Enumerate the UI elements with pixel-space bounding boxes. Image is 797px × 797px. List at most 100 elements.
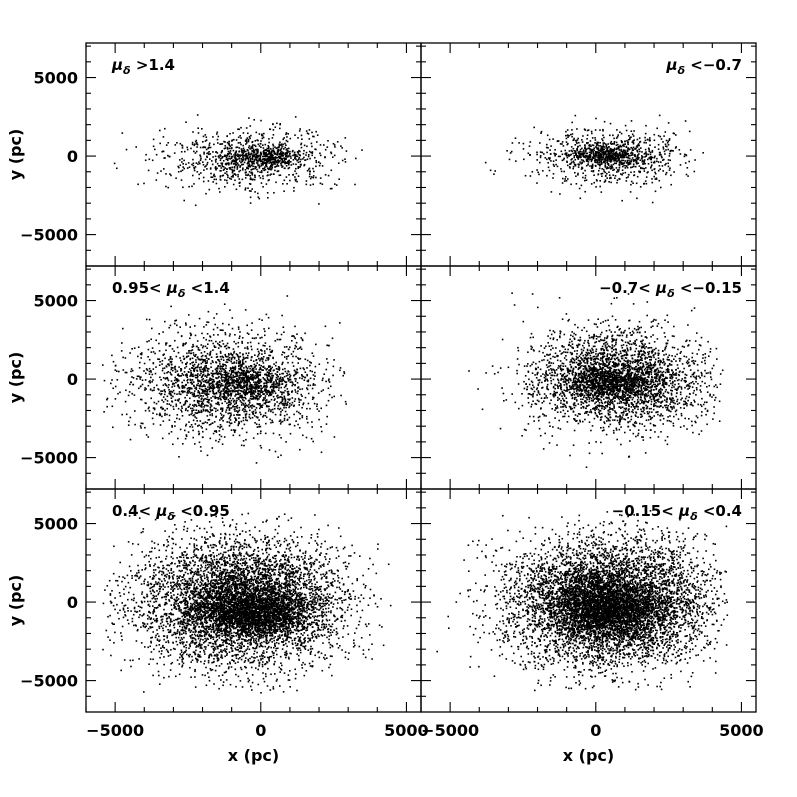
data-point <box>248 171 251 173</box>
data-point <box>200 366 202 368</box>
data-point <box>597 151 600 154</box>
data-point <box>240 154 243 156</box>
data-point <box>624 150 627 153</box>
data-point <box>281 353 283 356</box>
data-point <box>579 148 582 151</box>
data-point <box>546 143 548 146</box>
data-point <box>645 142 647 144</box>
data-point <box>196 420 198 422</box>
data-point <box>506 150 508 152</box>
data-point <box>238 154 240 157</box>
data-point <box>162 150 165 153</box>
data-point <box>335 184 338 186</box>
data-point <box>189 375 191 377</box>
data-point <box>207 343 209 345</box>
data-point <box>584 156 587 159</box>
data-point <box>203 384 205 386</box>
data-point <box>242 132 245 134</box>
data-point <box>658 179 661 182</box>
data-point <box>267 357 270 360</box>
data-point <box>181 157 183 160</box>
data-point <box>263 384 266 387</box>
data-point <box>612 157 615 160</box>
data-point <box>206 347 208 349</box>
data-point <box>664 164 666 166</box>
data-point <box>659 168 661 170</box>
data-point <box>238 147 241 149</box>
data-point <box>603 142 605 144</box>
data-point <box>243 155 245 157</box>
data-point <box>562 145 565 147</box>
data-point <box>248 145 251 147</box>
data-point <box>651 181 654 184</box>
data-point <box>207 373 209 375</box>
data-point <box>260 385 262 387</box>
data-point <box>258 423 261 426</box>
data-point <box>615 167 618 169</box>
data-point <box>318 418 320 421</box>
data-point <box>631 152 634 155</box>
data-point <box>264 153 266 155</box>
data-point <box>299 166 302 168</box>
data-point <box>596 151 598 153</box>
data-point <box>660 155 663 158</box>
data-point <box>589 155 592 157</box>
data-point <box>579 161 581 163</box>
data-point <box>203 326 205 328</box>
data-point <box>229 158 232 160</box>
data-point <box>248 163 251 166</box>
data-point <box>154 372 157 375</box>
data-point <box>211 413 213 415</box>
data-point <box>306 407 308 410</box>
data-point <box>344 161 347 163</box>
data-point <box>289 346 291 348</box>
data-point <box>224 355 227 358</box>
data-point <box>154 352 156 355</box>
data-point <box>226 402 228 404</box>
data-point <box>201 379 203 381</box>
data-point <box>617 146 620 148</box>
data-point <box>318 410 320 412</box>
data-point <box>585 152 588 155</box>
data-point <box>248 154 250 156</box>
data-point <box>248 413 251 416</box>
data-point <box>316 403 318 405</box>
data-point <box>238 170 240 173</box>
data-point <box>247 354 249 357</box>
data-point <box>256 372 259 375</box>
data-point <box>654 155 656 157</box>
data-point <box>233 159 236 162</box>
data-point <box>581 141 584 143</box>
data-point <box>527 152 530 155</box>
data-point <box>293 153 296 156</box>
data-point <box>255 359 258 361</box>
data-point <box>674 147 677 149</box>
data-point <box>234 179 236 182</box>
data-point <box>229 390 232 393</box>
data-point <box>163 393 166 396</box>
data-point <box>217 135 220 138</box>
data-point <box>663 150 666 153</box>
data-point <box>292 174 294 176</box>
data-point <box>224 186 226 188</box>
data-point <box>333 154 336 157</box>
data-point <box>593 155 595 157</box>
data-point <box>669 150 672 153</box>
data-point <box>124 357 127 359</box>
data-point <box>178 393 180 395</box>
data-point <box>630 136 632 138</box>
data-point <box>249 178 252 181</box>
data-point <box>268 379 271 382</box>
data-point <box>584 177 587 179</box>
data-point <box>243 373 245 375</box>
data-point <box>594 139 597 141</box>
data-point <box>300 393 302 396</box>
data-point <box>595 144 598 147</box>
data-point <box>121 413 123 416</box>
data-point <box>599 164 601 167</box>
data-point <box>220 157 222 160</box>
data-point <box>224 369 227 372</box>
data-point <box>279 376 282 379</box>
data-point <box>320 451 323 454</box>
data-point <box>295 355 297 358</box>
